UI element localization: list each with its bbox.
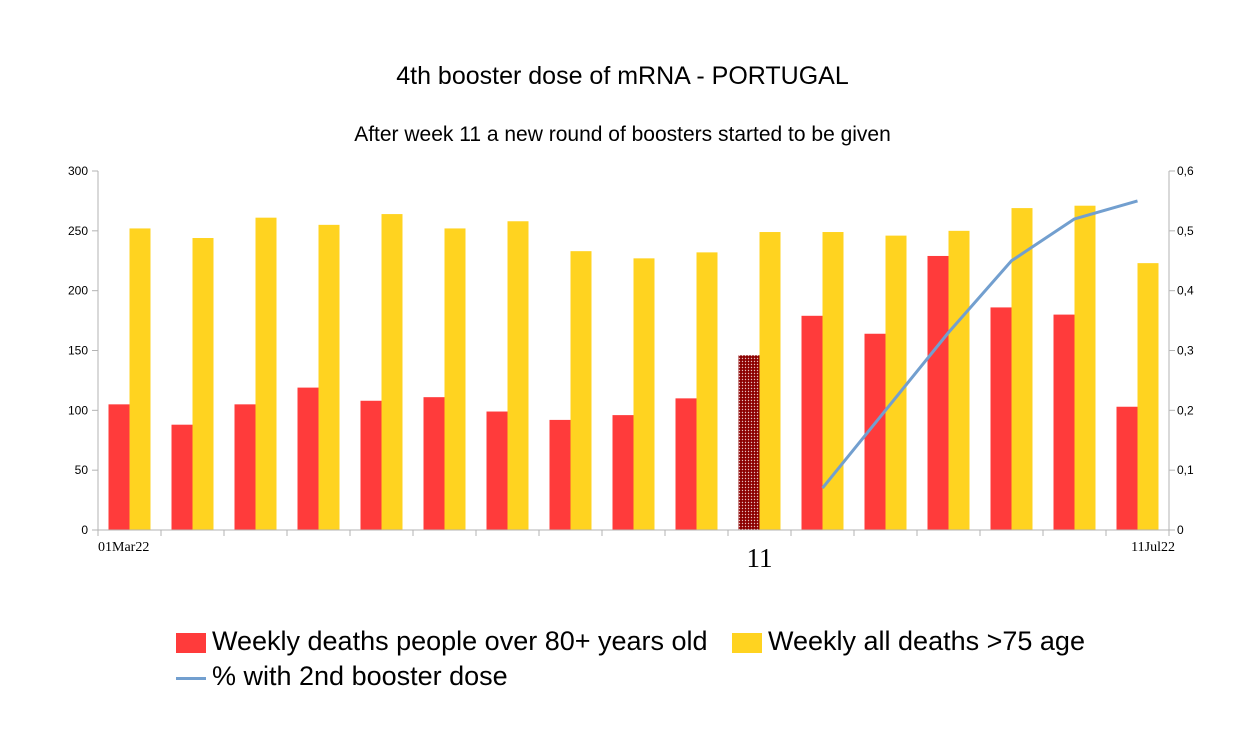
y-left-tick-label: 300 (68, 164, 88, 178)
legend-label-booster-pct: % with 2nd booster dose (212, 661, 508, 691)
bar-deaths-80plus (360, 400, 382, 530)
bar-deaths-75plus (1011, 208, 1033, 530)
chart-subtitle: After week 11 a new round of boosters st… (354, 123, 891, 146)
y-left-tick-label: 200 (68, 284, 88, 298)
y-left-tick-label: 150 (68, 344, 88, 358)
bar-deaths-75plus (1137, 263, 1159, 530)
bar-deaths-75plus (129, 228, 151, 530)
line-booster-pct (821, 199, 1138, 490)
bar-deaths-80plus (486, 411, 508, 530)
x-tick-label-end: 11Jul22 (1131, 540, 1175, 555)
bar-deaths-80plus (927, 255, 949, 531)
bar-deaths-75plus (507, 221, 529, 530)
bar-deaths-75plus (1074, 205, 1096, 530)
bar-deaths-75plus (633, 258, 655, 530)
y-left-tick-label: 0 (81, 523, 88, 537)
y-right-tick-label: 0,3 (1177, 344, 1194, 358)
x-tick-label-start: 01Mar22 (98, 540, 149, 555)
bar-deaths-75plus (255, 217, 277, 531)
bar-deaths-80plus (738, 355, 760, 530)
y-right-tick-label: 0,2 (1177, 403, 1194, 417)
bar-deaths-75plus (696, 252, 718, 530)
bar-deaths-75plus (822, 232, 844, 530)
y-left-tick-label: 50 (75, 463, 89, 477)
bar-deaths-75plus (885, 235, 907, 530)
legend-label-deaths-75plus: Weekly all deaths >75 age (768, 626, 1085, 656)
bar-deaths-80plus (801, 315, 823, 530)
bar-deaths-75plus (192, 238, 214, 530)
y-right-tick-label: 0,5 (1177, 224, 1194, 238)
bar-deaths-75plus (318, 224, 340, 530)
bar-deaths-80plus (171, 424, 193, 530)
bar-deaths-75plus (444, 228, 466, 530)
bar-deaths-80plus (675, 398, 697, 530)
y-right-tick-label: 0,6 (1177, 164, 1194, 178)
bar-deaths-80plus (234, 404, 256, 530)
bar-deaths-80plus (990, 307, 1012, 530)
bar-deaths-75plus (381, 214, 403, 530)
bar-deaths-75plus (948, 230, 970, 531)
bar-deaths-75plus (759, 232, 781, 530)
legend-swatch-line (176, 677, 206, 680)
legend-label-deaths-80plus: Weekly deaths people over 80+ years old (212, 626, 708, 656)
bar-deaths-80plus (549, 419, 571, 530)
y-right-tick-label: 0 (1177, 523, 1184, 537)
legend-swatch-red (176, 633, 206, 653)
bar-deaths-75plus (570, 251, 592, 530)
y-right-tick-label: 0,4 (1177, 284, 1194, 298)
bar-deaths-80plus (864, 333, 886, 530)
chart-title: 4th booster dose of mRNA - PORTUGAL (396, 62, 849, 90)
bar-deaths-80plus (1116, 406, 1138, 530)
bar-deaths-80plus (108, 404, 130, 530)
y-left-tick-label: 250 (68, 224, 88, 238)
y-left-tick-label: 100 (68, 403, 88, 417)
bar-deaths-80plus (612, 415, 634, 530)
bar-deaths-80plus (1053, 314, 1075, 530)
legend-swatch-yellow (732, 633, 762, 653)
x-tick-label-week: 11 (747, 543, 773, 573)
bar-deaths-80plus (297, 387, 319, 530)
bar-deaths-80plus (423, 397, 445, 530)
y-right-tick-label: 0,1 (1177, 463, 1194, 477)
